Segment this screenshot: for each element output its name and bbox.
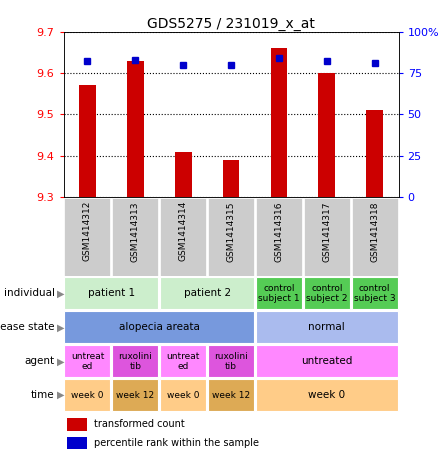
Bar xyxy=(256,311,398,343)
Text: week 0: week 0 xyxy=(71,391,104,400)
Bar xyxy=(352,277,398,309)
Text: week 12: week 12 xyxy=(212,391,250,400)
Text: GSM1414313: GSM1414313 xyxy=(131,201,140,261)
Text: patient 2: patient 2 xyxy=(184,288,231,299)
Bar xyxy=(64,277,158,309)
Text: ruxolini
tib: ruxolini tib xyxy=(118,352,152,371)
Text: week 0: week 0 xyxy=(308,390,345,400)
Bar xyxy=(160,345,206,377)
Text: ▶: ▶ xyxy=(57,322,64,333)
Text: GSM1414318: GSM1414318 xyxy=(370,201,379,261)
Text: ruxolini
tib: ruxolini tib xyxy=(214,352,248,371)
Text: GSM1414314: GSM1414314 xyxy=(179,201,187,261)
Text: GSM1414312: GSM1414312 xyxy=(83,201,92,261)
Bar xyxy=(256,379,398,411)
Text: percentile rank within the sample: percentile rank within the sample xyxy=(94,438,259,448)
Text: untreated: untreated xyxy=(301,356,353,366)
Text: ▶: ▶ xyxy=(57,356,64,366)
Text: agent: agent xyxy=(25,356,55,366)
Text: ▶: ▶ xyxy=(57,390,64,400)
Bar xyxy=(223,160,240,197)
Bar xyxy=(127,61,144,197)
Bar xyxy=(67,437,87,449)
Text: untreat
ed: untreat ed xyxy=(71,352,104,371)
Text: GSM1414315: GSM1414315 xyxy=(226,201,236,261)
Bar xyxy=(304,277,350,309)
Text: GSM1414316: GSM1414316 xyxy=(275,201,283,261)
Text: untreat
ed: untreat ed xyxy=(166,352,200,371)
Text: patient 1: patient 1 xyxy=(88,288,135,299)
Text: ▶: ▶ xyxy=(57,288,64,299)
Bar xyxy=(112,345,158,377)
Text: control
subject 1: control subject 1 xyxy=(258,284,300,303)
Bar xyxy=(79,86,96,197)
Bar xyxy=(160,277,254,309)
Text: normal: normal xyxy=(308,322,345,333)
Text: disease state: disease state xyxy=(0,322,55,333)
Text: week 0: week 0 xyxy=(167,391,199,400)
Bar xyxy=(352,198,398,275)
Bar xyxy=(64,198,110,275)
Bar xyxy=(64,379,110,411)
Bar xyxy=(112,379,158,411)
Title: GDS5275 / 231019_x_at: GDS5275 / 231019_x_at xyxy=(147,17,315,31)
Text: alopecia areata: alopecia areata xyxy=(119,322,200,333)
Bar xyxy=(112,198,158,275)
Bar xyxy=(208,198,254,275)
Bar xyxy=(366,110,383,197)
Bar xyxy=(271,48,287,197)
Bar xyxy=(256,277,302,309)
Bar xyxy=(175,152,191,197)
Text: GSM1414317: GSM1414317 xyxy=(322,201,331,261)
Bar xyxy=(160,198,206,275)
Text: control
subject 3: control subject 3 xyxy=(354,284,396,303)
Text: week 12: week 12 xyxy=(116,391,154,400)
Text: transformed count: transformed count xyxy=(94,419,184,429)
Text: control
subject 2: control subject 2 xyxy=(306,284,347,303)
Bar xyxy=(256,198,302,275)
Bar xyxy=(67,419,87,430)
Text: individual: individual xyxy=(4,288,55,299)
Bar xyxy=(304,198,350,275)
Bar xyxy=(64,345,110,377)
Bar xyxy=(318,73,335,197)
Bar xyxy=(64,311,254,343)
Bar xyxy=(208,345,254,377)
Bar xyxy=(256,345,398,377)
Bar xyxy=(160,379,206,411)
Bar xyxy=(208,379,254,411)
Text: time: time xyxy=(31,390,55,400)
